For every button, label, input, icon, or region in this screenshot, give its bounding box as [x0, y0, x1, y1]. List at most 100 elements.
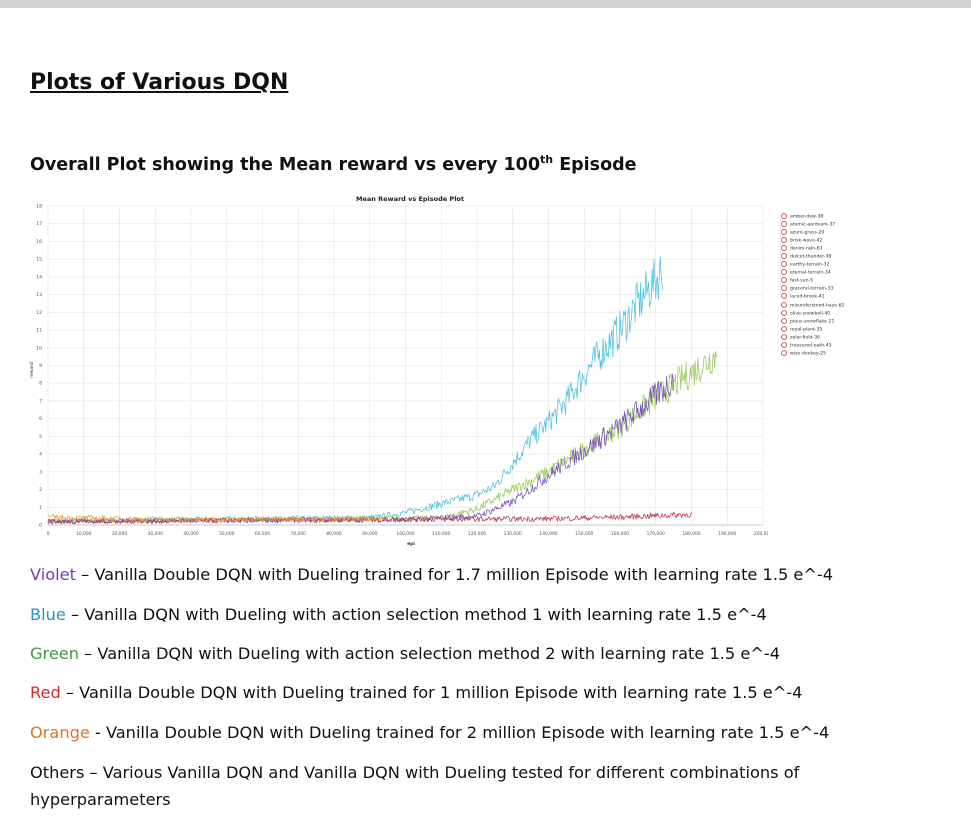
x-tick-label: 160,000 — [611, 531, 629, 537]
legend-marker-icon — [781, 285, 787, 292]
desc-violet-key: Violet — [30, 565, 76, 584]
legend-marker-icon — [781, 301, 787, 308]
x-tick-label: 60,000 — [255, 531, 271, 537]
legend-item[interactable]: pious-snowflake-21 — [781, 317, 844, 326]
legend-label: solar-field-36 — [790, 335, 820, 341]
legend-label: eternal-terrain-34 — [790, 270, 831, 276]
y-tick-label: 11 — [36, 328, 42, 334]
legend-item[interactable]: olive-snowball-40 — [781, 309, 844, 318]
y-tick-label: 4 — [39, 452, 42, 458]
legend-item[interactable]: azure-grass-20 — [781, 229, 844, 237]
y-tick-label: 1 — [39, 505, 42, 511]
legend-label: pious-snowflake-21 — [790, 319, 835, 325]
x-tick-label: 110,000 — [432, 531, 450, 537]
legend-label: graceful-terrain-33 — [790, 286, 834, 292]
legend-marker-icon — [781, 317, 787, 324]
chart-title: Mean Reward vs Episode Plot — [356, 195, 464, 203]
legend-item[interactable]: treasured-oath-45 — [781, 341, 844, 350]
desc-red-key: Red — [30, 683, 61, 702]
legend-item[interactable]: graceful-terrain-33 — [781, 285, 844, 293]
legend-marker-icon — [781, 333, 787, 340]
legend-marker-icon — [781, 237, 787, 244]
legend-item[interactable]: wise-donkey-25 — [781, 349, 844, 358]
y-tick-label: 16 — [36, 239, 42, 245]
y-axis-label: reward — [29, 362, 35, 378]
desc-violet-text: – Vanilla Double DQN with Dueling traine… — [75, 565, 834, 584]
x-tick-label: 40,000 — [183, 531, 199, 537]
page-title: Plots of Various DQN — [30, 70, 289, 95]
legend-label: laced-brook-41 — [790, 294, 825, 300]
y-tick-label: 6 — [39, 416, 42, 422]
legend-item[interactable]: solar-field-36 — [781, 333, 844, 342]
x-axis-ticks: 0 10,000 20,000 30,000 40,000 50,000 60,000 70,… — [47, 531, 768, 537]
chart-lines — [47, 256, 717, 525]
section-heading-sup: th — [540, 153, 554, 166]
legend-item[interactable]: earthy-terrain-32 — [781, 261, 844, 269]
x-tick-label: 50,000 — [219, 531, 235, 537]
legend-label: royal-plant-35 — [790, 327, 823, 333]
y-tick-label: 17 — [36, 221, 42, 227]
x-tick-label: 180,000 — [682, 531, 700, 537]
x-tick-label: 120,000 — [468, 531, 486, 537]
top-bar — [0, 0, 971, 8]
desc-blue-text: – Vanilla DQN with Dueling with action s… — [65, 605, 767, 624]
y-tick-label: 9 — [39, 363, 42, 369]
y-tick-label: 15 — [36, 257, 42, 263]
x-tick-label: 10,000 — [76, 531, 92, 537]
legend-label: azure-grass-20 — [790, 230, 825, 236]
legend-label: treasured-oath-45 — [790, 343, 832, 349]
legend-item[interactable]: royal-plant-35 — [781, 325, 844, 334]
legend-item[interactable]: fast-sun-5 — [781, 277, 844, 285]
legend-label: brisk-wave-42 — [790, 238, 823, 244]
x-tick-label: 30,000 — [148, 531, 164, 537]
series-line-4 — [47, 514, 388, 523]
legend-item[interactable]: laced-brook-41 — [781, 293, 844, 301]
desc-blue-key: Blue — [30, 605, 66, 624]
chart-legend: amber-dew-38 atomic-aardvark-37 azure-gras… — [781, 213, 844, 358]
y-tick-label: 18 — [36, 204, 42, 210]
x-tick-label: 80,000 — [326, 531, 342, 537]
desc-red: Red – Vanilla Double DQN with Dueling tr… — [30, 683, 802, 702]
legend-item[interactable]: eternal-terrain-34 — [781, 269, 844, 277]
x-tick-label: 70,000 — [291, 531, 307, 537]
section-heading-main: Overall Plot showing the Mean reward vs … — [30, 154, 541, 175]
y-tick-label: 2 — [39, 487, 42, 493]
legend-label: olive-snowball-40 — [790, 311, 831, 317]
y-tick-label: 7 — [39, 398, 42, 404]
legend-marker-icon — [781, 213, 787, 219]
legend-item[interactable]: misunderstood-haze-62 — [781, 301, 845, 310]
desc-green-text: – Vanilla DQN with Dueling with action s… — [79, 644, 780, 663]
x-tick-label: 90,000 — [362, 531, 378, 537]
x-tick-label: 150,000 — [575, 531, 593, 537]
y-tick-label: 12 — [36, 310, 42, 316]
y-tick-label: 8 — [39, 381, 42, 387]
legend-item[interactable]: denim-rain-63 — [781, 245, 844, 253]
legend-label: denim-rain-63 — [790, 246, 823, 252]
legend-item[interactable]: atomic-aardvark-37 — [781, 221, 844, 229]
y-tick-label: 13 — [36, 292, 42, 298]
desc-violet: Violet – Vanilla Double DQN with Dueling… — [30, 565, 833, 584]
legend-label: misunderstood-haze-62 — [790, 303, 845, 309]
legend-label: wise-donkey-25 — [790, 351, 827, 357]
desc-orange-text: - Vanilla Double DQN with Dueling traine… — [89, 723, 830, 742]
x-tick-label: 100,000 — [396, 531, 414, 537]
legend-item[interactable]: dulcet-thunder-38 — [781, 253, 844, 261]
legend-marker-icon — [781, 309, 787, 316]
desc-blue: Blue – Vanilla DQN with Dueling with act… — [30, 605, 767, 624]
y-tick-label: 10 — [36, 345, 42, 351]
legend-marker-icon — [781, 221, 787, 228]
y-tick-label: 5 — [39, 434, 42, 440]
legend-marker-icon — [781, 261, 787, 268]
legend-item[interactable]: brisk-wave-42 — [781, 237, 844, 245]
legend-marker-icon — [781, 341, 787, 348]
desc-others: Others – Various Vanilla DQN and Vanilla… — [30, 763, 800, 809]
desc-orange: Orange - Vanilla Double DQN with Dueling… — [30, 723, 829, 742]
legend-marker-icon — [781, 277, 787, 284]
x-tick-label: 130,000 — [504, 531, 522, 537]
legend-label: fast-sun-5 — [790, 278, 814, 284]
chart-grid — [47, 205, 764, 526]
legend-item[interactable]: amber-dew-38 — [781, 213, 844, 221]
legend-marker-icon — [781, 325, 787, 332]
x-tick-label: 170,000 — [647, 531, 665, 537]
